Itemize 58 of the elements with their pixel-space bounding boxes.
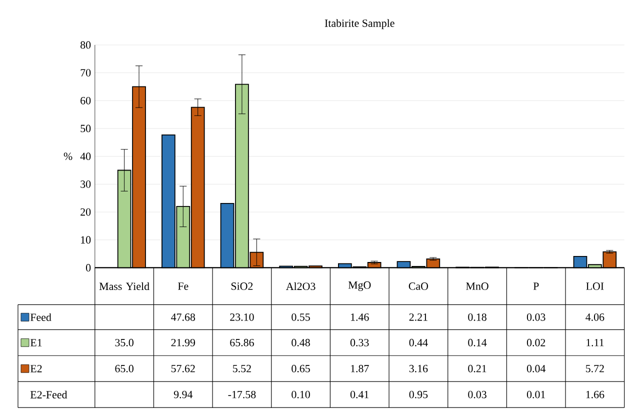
- data-label: 1.46: [351, 314, 369, 322]
- x-tick-label: MgO: [348, 282, 371, 292]
- data-label: 0.04: [526, 365, 546, 373]
- text: 0.41: [350, 391, 369, 399]
- x-tick-label: CaO: [408, 282, 428, 290]
- legend-label: E2: [30, 365, 42, 372]
- data-label: 21.99: [171, 339, 196, 347]
- x-tick-label: Al2O3: [286, 282, 316, 290]
- data-label: 65.86: [230, 339, 254, 347]
- data-label: 1.87: [351, 365, 369, 373]
- chart-title: Itabirite Sample: [324, 19, 394, 30]
- y-tick-label: 40: [80, 152, 91, 160]
- data-label: 0.21: [468, 365, 486, 373]
- data-label: 3.16: [409, 365, 428, 373]
- text: 0.03: [468, 391, 486, 399]
- data-label: 5.52: [233, 365, 251, 373]
- data-label: 57.62: [171, 365, 195, 373]
- x-tick-label: SiO2: [231, 282, 253, 290]
- data-label: 35.0: [115, 339, 134, 347]
- text: -17.58: [228, 391, 256, 399]
- data-label: 65.0: [115, 365, 134, 373]
- x-tick-label: P: [533, 282, 539, 290]
- data-label: 0.55: [292, 314, 310, 322]
- data-label: 0.48: [292, 339, 310, 347]
- x-tick-label: Mass Yield: [99, 282, 150, 290]
- y-tick-label: 10: [81, 236, 91, 244]
- y-tick-label: 20: [80, 208, 91, 216]
- text: 1.66: [586, 391, 604, 399]
- data-label: 0.14: [468, 339, 487, 347]
- data-label: 0.65: [292, 365, 310, 373]
- data-label: 23.10: [230, 314, 254, 322]
- y-tick-label: 50: [80, 125, 91, 132]
- data-label: 5.72: [586, 365, 604, 373]
- legend-label: E1: [30, 339, 42, 346]
- y-tick-label: 30: [80, 180, 91, 188]
- x-tick-label: MnO: [466, 282, 488, 290]
- x-tick-label: LOI: [586, 282, 604, 290]
- text: 0.95: [409, 391, 428, 399]
- data-label: 1.11: [586, 339, 604, 347]
- text: 0.01: [526, 391, 546, 399]
- legend-label: Feed: [30, 314, 52, 322]
- x-tick-label: Fe: [178, 282, 188, 290]
- data-label: 0.44: [409, 339, 428, 347]
- y-tick-label: 60: [80, 97, 91, 105]
- y-tick-label: 0: [86, 264, 91, 272]
- data-label: 2.21: [409, 314, 428, 322]
- text: 0.10: [292, 391, 310, 399]
- y-tick-label: 80: [80, 41, 91, 49]
- data-label: 47.68: [171, 314, 196, 322]
- data-label: 0.33: [350, 339, 369, 347]
- text: E2-Feed: [30, 390, 68, 399]
- text: 9.94: [174, 391, 193, 399]
- data-label: 0.03: [526, 314, 546, 322]
- data-label: 4.06: [586, 314, 604, 322]
- data-label: 0.02: [526, 339, 546, 347]
- y-axis-title: %: [64, 152, 72, 160]
- data-label: 0.18: [468, 314, 486, 322]
- y-tick-label: 70: [80, 69, 91, 77]
